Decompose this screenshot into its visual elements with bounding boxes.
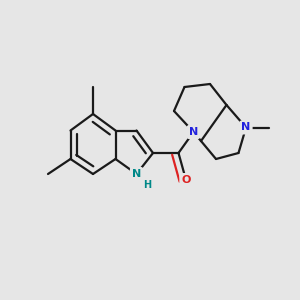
Text: N: N (189, 127, 198, 137)
Text: H: H (143, 180, 151, 190)
Text: N: N (132, 169, 141, 179)
Text: O: O (181, 175, 191, 185)
Text: N: N (242, 122, 250, 133)
